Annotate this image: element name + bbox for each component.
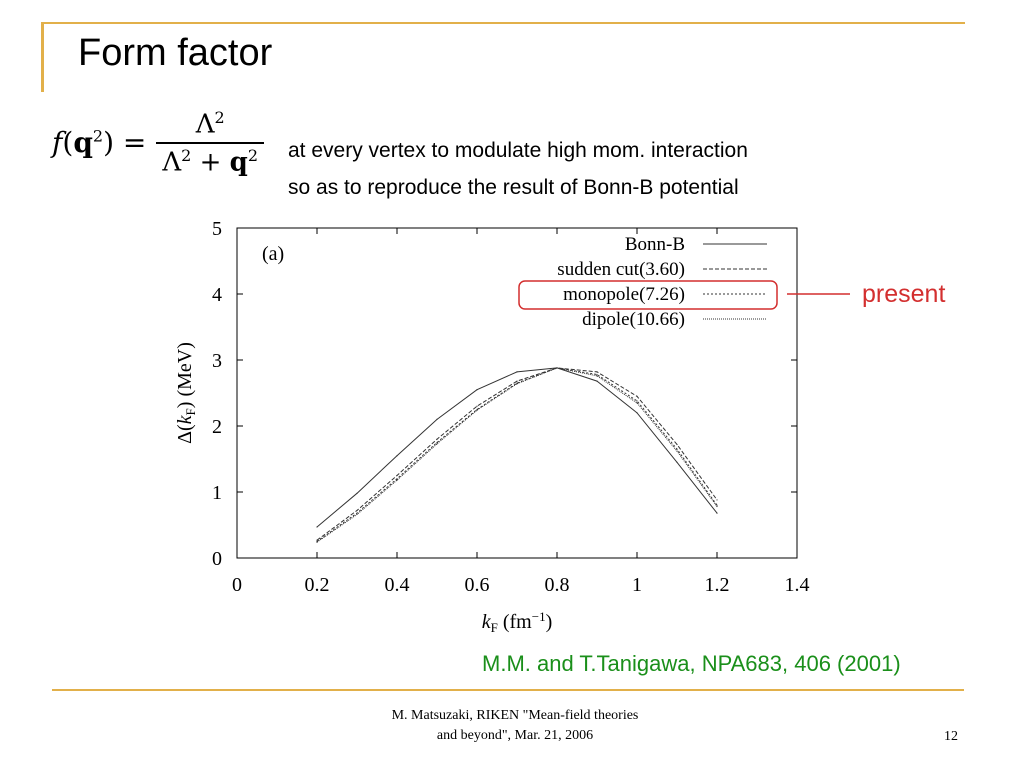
footer-line-2: and beyond", Mar. 21, 2006	[436, 728, 594, 743]
data-point	[396, 479, 398, 481]
data-point	[476, 409, 478, 411]
data-point	[516, 371, 518, 373]
legend-label-2: monopole(7.26)	[563, 284, 685, 305]
data-point	[716, 505, 718, 508]
x-tick-label: 1.4	[785, 574, 810, 596]
data-point	[516, 380, 518, 382]
legend-label-3: dipole(10.66)	[582, 309, 685, 330]
footer-text: M. Matsuzaki, RIKEN "Mean-field theories…	[360, 706, 670, 746]
data-point	[436, 441, 438, 444]
data-point	[596, 375, 598, 377]
footer-divider	[52, 689, 964, 691]
data-point	[636, 402, 638, 404]
data-point	[316, 526, 318, 528]
data-point	[356, 509, 358, 512]
y-tick-label: 0	[212, 548, 222, 570]
y-tick-label: 4	[212, 284, 222, 306]
data-point	[716, 499, 718, 501]
form-factor-formula: f(q2) = Λ2 Λ2 + q2	[52, 108, 265, 177]
data-point	[596, 371, 598, 373]
reference-citation: M.M. and T.Tanigawa, NPA683, 406 (2001)	[482, 651, 901, 676]
data-point	[396, 455, 398, 457]
data-point	[436, 438, 438, 440]
y-tick-label: 2	[212, 416, 222, 438]
x-tick-label: 0.6	[465, 574, 490, 596]
formula-denominator: Λ2 + q2	[156, 141, 265, 177]
description-line-2: so as to reproduce the result of Bonn-B …	[288, 176, 739, 199]
data-point	[476, 389, 478, 391]
title-accent-vertical	[41, 22, 44, 92]
plot-frame	[236, 227, 798, 559]
x-tick-label: 0.2	[305, 574, 330, 596]
page-number: 12	[944, 729, 958, 744]
series-line-1	[316, 367, 718, 541]
data-point	[676, 443, 678, 446]
y-tick-label: 1	[212, 482, 222, 504]
data-point	[676, 448, 678, 450]
highlight-box	[518, 280, 778, 310]
data-point	[676, 461, 678, 463]
x-tick-label: 1.2	[705, 574, 730, 596]
data-point	[556, 367, 558, 369]
data-point	[356, 512, 358, 514]
data-point	[476, 405, 478, 407]
series-line-2	[316, 367, 718, 542]
data-point	[676, 450, 678, 452]
data-point	[636, 395, 638, 397]
data-point	[596, 373, 598, 376]
y-axis-label: Δ(kF) (MeV)	[174, 342, 198, 444]
data-point	[636, 412, 638, 414]
formula-lhs: f(q2) =	[52, 126, 147, 160]
data-point	[516, 383, 518, 385]
x-tick-label: 0.8	[545, 574, 570, 596]
description-line-1: at every vertex to modulate high mom. in…	[288, 139, 748, 162]
data-point	[396, 474, 398, 477]
legend-label-0: Bonn-B	[625, 234, 685, 255]
data-point	[356, 513, 358, 516]
data-point	[716, 504, 718, 506]
data-point	[716, 512, 718, 514]
formula-fraction: Λ2 Λ2 + q2	[156, 108, 265, 177]
present-label: present	[862, 280, 946, 308]
data-point	[356, 492, 358, 494]
legend-label-1: sudden cut(3.60)	[557, 259, 685, 280]
data-point	[596, 380, 598, 382]
formula-numerator: Λ2	[195, 108, 225, 140]
series-line-3	[316, 367, 718, 543]
x-axis-label: kF (fm−1)	[482, 609, 553, 635]
x-tick-label: 1	[632, 574, 642, 596]
data-point	[316, 539, 318, 541]
slide-title: Form factor	[78, 32, 273, 74]
data-point	[316, 541, 318, 543]
footer-line-1: M. Matsuzaki, RIKEN "Mean-field theories	[391, 708, 639, 723]
series-line-0	[316, 367, 718, 528]
data-point	[436, 443, 438, 445]
x-tick-label: 0.4	[385, 574, 410, 596]
title-accent-horizontal	[41, 22, 965, 24]
data-point	[636, 400, 638, 402]
data-point	[396, 478, 398, 480]
x-tick-label: 0	[232, 574, 242, 596]
y-tick-label: 3	[212, 350, 222, 372]
data-point	[436, 418, 438, 420]
y-tick-label: 5	[212, 218, 222, 240]
panel-label: (a)	[262, 243, 284, 265]
